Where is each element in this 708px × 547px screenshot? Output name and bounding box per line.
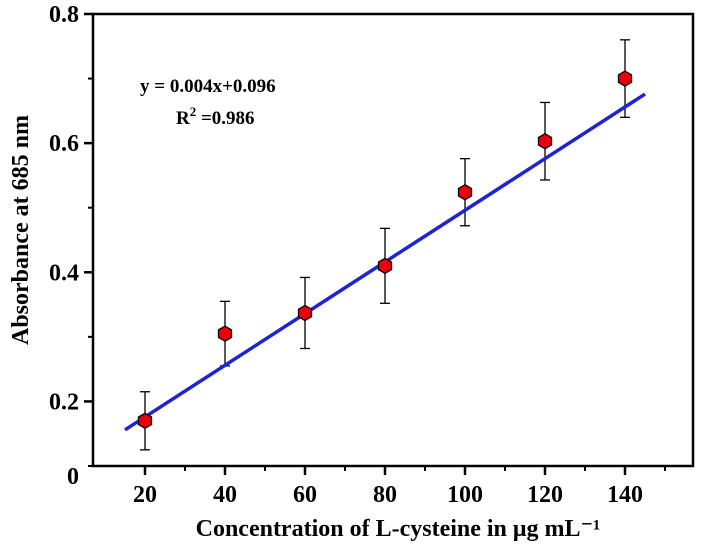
y-tick-label: 0.6 bbox=[49, 131, 79, 157]
r-squared-superscript: 2 bbox=[190, 104, 197, 119]
r-squared-label: R2 =0.986 bbox=[176, 104, 255, 129]
y-tick-label: 0.2 bbox=[49, 389, 79, 415]
equation-label: y = 0.004x+0.096 bbox=[140, 76, 276, 97]
data-points bbox=[137, 70, 633, 430]
data-point bbox=[537, 132, 553, 150]
x-tick-label: 100 bbox=[447, 482, 483, 508]
y-axis-title: Absorbance at 685 nm bbox=[8, 115, 34, 345]
ticks: 0.2 0.4 0.6 0.8 0 20 40 60 80 100 120 140 bbox=[49, 2, 666, 508]
plot-frame bbox=[91, 12, 695, 468]
data-point bbox=[137, 412, 153, 430]
data-point bbox=[617, 70, 633, 87]
x-tick-label: 40 bbox=[213, 482, 237, 508]
y-tick-label: 0.8 bbox=[49, 2, 79, 28]
y-tick-label: 0.4 bbox=[49, 260, 79, 286]
x-tick-label: 120 bbox=[527, 482, 563, 508]
origin-label: 0 bbox=[67, 464, 79, 490]
x-tick-label: 20 bbox=[133, 482, 157, 508]
r-squared-value: =0.986 bbox=[196, 108, 254, 129]
error-bars bbox=[140, 39, 630, 451]
data-point bbox=[457, 183, 473, 201]
data-point bbox=[377, 257, 393, 275]
axes bbox=[91, 12, 695, 468]
r-squared-symbol: R bbox=[176, 108, 190, 129]
x-tick-label: 140 bbox=[607, 482, 643, 508]
x-tick-label: 80 bbox=[373, 482, 397, 508]
data-point bbox=[217, 325, 233, 342]
data-point bbox=[297, 304, 313, 322]
x-axis-title: Concentration of L-cysteine in μg mL⁻¹ bbox=[196, 516, 601, 542]
x-tick-label: 60 bbox=[293, 482, 317, 508]
